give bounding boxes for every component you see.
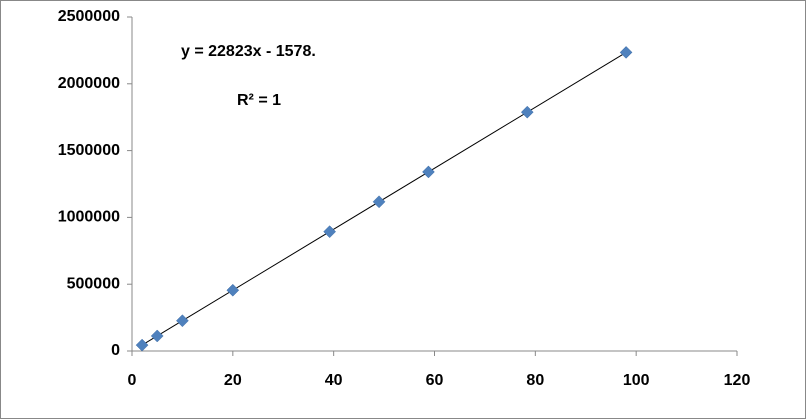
- r-squared-annotation: R² = 1: [237, 92, 281, 109]
- y-tick-label: 1000000: [58, 209, 120, 226]
- y-tick-label: 500000: [67, 275, 120, 292]
- y-tick-label: 1500000: [58, 142, 120, 159]
- data-point: [619, 46, 633, 59]
- x-tick-label: 40: [325, 372, 343, 389]
- x-tick-label: 120: [724, 372, 751, 389]
- data-point: [135, 338, 149, 352]
- x-tick-label: 0: [128, 372, 137, 389]
- data-point: [520, 105, 534, 119]
- data-point: [422, 165, 435, 179]
- y-tick-label: 2000000: [58, 75, 120, 92]
- trendline: [141, 51, 627, 346]
- data-point: [372, 195, 386, 209]
- x-tick-label: 60: [426, 372, 444, 389]
- x-tick-label: 20: [224, 372, 242, 389]
- data-point: [176, 314, 189, 328]
- equation-annotation: y = 22823x - 1578.: [181, 43, 316, 60]
- data-point: [150, 329, 164, 343]
- data-point: [226, 283, 240, 297]
- x-tick-label: 80: [526, 372, 544, 389]
- y-tick-label: 0: [111, 342, 120, 359]
- data-point: [323, 225, 336, 239]
- y-tick-label: 2500000: [58, 8, 120, 25]
- x-tick-label: 100: [623, 372, 650, 389]
